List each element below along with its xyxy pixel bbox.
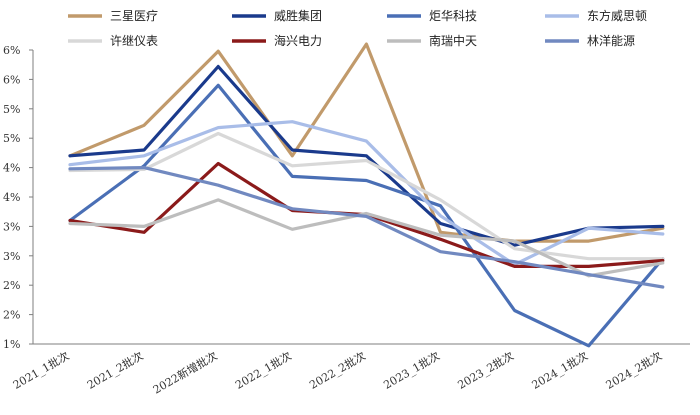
legend-item: 许继仪表	[68, 34, 158, 48]
legend-label: 威胜集团	[274, 8, 322, 23]
x-tick-label: 2023_2批次	[455, 348, 516, 391]
legend-item: 三星医疗	[68, 9, 158, 23]
y-tick-label: 5%	[3, 103, 20, 116]
x-tick-label: 2023_1批次	[381, 348, 442, 391]
y-axis: 1% 2% 2% 3% 3% 4% 4% 5% 5% 6% 6%	[3, 44, 34, 351]
series-line	[68, 166, 665, 289]
x-tick-label: 2024_2批次	[603, 348, 664, 391]
legend-label: 许继仪表	[110, 34, 158, 48]
legend-label: 三星医疗	[110, 9, 158, 23]
series-line	[68, 131, 665, 261]
legend-item: 炬华科技	[387, 9, 477, 23]
legend-item: 南瑞中天	[387, 33, 477, 48]
legend-item: 海兴电力	[232, 33, 322, 48]
legend-label: 海兴电力	[274, 33, 322, 48]
y-tick-label: 3%	[3, 220, 20, 233]
y-tick-label: 4%	[3, 191, 20, 204]
x-axis: 2021_1批次 2021_2批次 2022新增批次 2022_1批次 2022_2批次…	[10, 343, 690, 397]
y-tick-label: 2%	[3, 309, 20, 322]
x-tick-label: 2021_1批次	[10, 348, 71, 391]
legend-item: 林洋能源	[545, 33, 635, 48]
x-tick-label: 2022_1批次	[233, 348, 294, 391]
x-tick-label: 2021_2批次	[84, 348, 145, 391]
y-tick-label: 6%	[3, 44, 20, 57]
y-tick-label: 4%	[3, 162, 20, 175]
x-tick-label: 2024_1批次	[529, 348, 590, 391]
y-tick-label: 1%	[3, 338, 20, 351]
legend-label: 南瑞中天	[429, 33, 477, 48]
series-line	[68, 120, 665, 267]
legend-label: 炬华科技	[429, 9, 477, 23]
legend-item: 东方威思顿	[545, 8, 647, 23]
series-line	[68, 198, 665, 278]
y-tick-label: 2%	[3, 279, 20, 292]
legend-label: 林洋能源	[587, 33, 635, 48]
series-line	[68, 83, 665, 348]
plot-area	[68, 42, 665, 348]
y-tick-label: 5%	[3, 132, 20, 145]
x-tick-label: 2022_2批次	[307, 348, 368, 391]
x-tick-label: 2022新增批次	[150, 348, 219, 396]
y-tick-label: 3%	[3, 250, 20, 263]
series-line	[68, 64, 665, 247]
legend-label: 东方威思顿	[587, 8, 647, 23]
y-tick-label: 6%	[3, 73, 20, 86]
legend-item: 威胜集团	[232, 8, 322, 23]
